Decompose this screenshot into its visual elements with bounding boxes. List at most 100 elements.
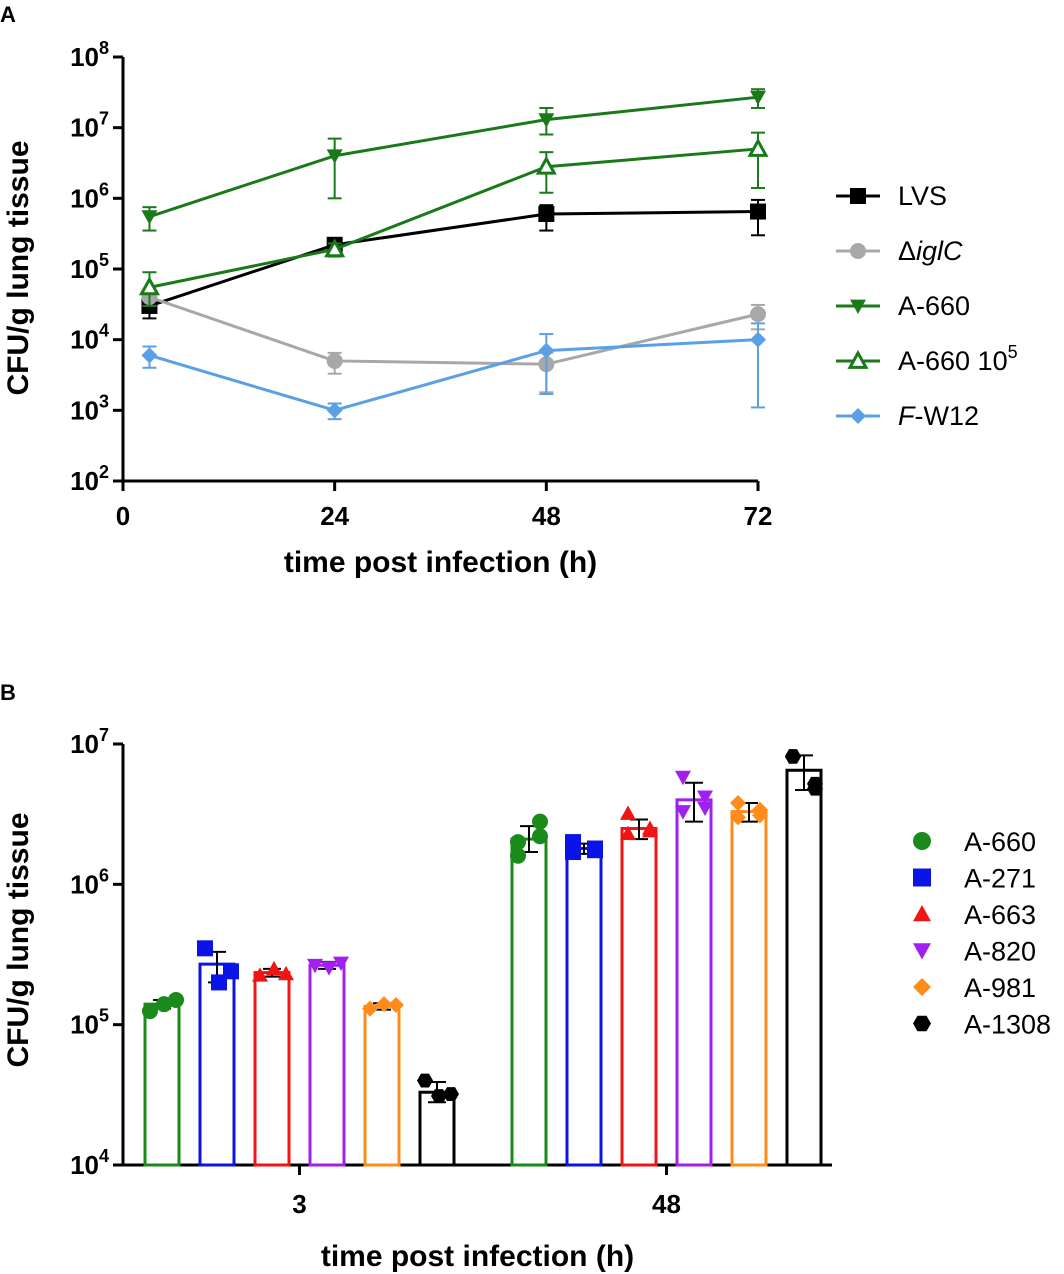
data-point <box>750 90 766 106</box>
y-tick-label-exponent: 7 <box>99 725 109 745</box>
bar <box>363 1004 401 1167</box>
y-tick-label-base: 10 <box>70 1150 99 1180</box>
data-point <box>156 996 172 1013</box>
x-tick-label: 48 <box>652 1189 681 1219</box>
y-tick-label: 107 <box>70 725 109 759</box>
series-A-271 <box>197 834 603 1167</box>
y-tick-label-exponent: 3 <box>99 391 109 411</box>
legend-label: A-663 <box>964 900 1036 930</box>
data-point <box>266 960 282 976</box>
series-LVS <box>141 198 766 320</box>
data-point <box>278 965 294 981</box>
data-point <box>510 834 526 851</box>
x-tick-label: 3 <box>292 1189 306 1219</box>
y-tick-label-base: 10 <box>70 466 99 496</box>
legend-label: A-271 <box>964 864 1036 894</box>
y-tick-label-base: 10 <box>70 869 99 899</box>
series-line <box>148 95 759 219</box>
legend-marker <box>913 1015 931 1032</box>
x-tick-label: 48 <box>532 501 561 531</box>
data-point <box>730 809 746 826</box>
legend-marker <box>913 978 931 996</box>
error-bar <box>327 137 342 200</box>
y-tick-label: 106 <box>70 865 109 899</box>
y-tick-label-exponent: 8 <box>99 38 109 58</box>
y-tick-label-base: 10 <box>70 254 99 284</box>
legend-label: A-660 105 <box>898 342 1018 376</box>
y-tick-label: 106 <box>70 179 109 213</box>
data-point <box>510 847 526 864</box>
data-point <box>750 306 766 323</box>
y-tick-label-base: 10 <box>70 729 99 759</box>
data-point <box>388 997 404 1014</box>
panel-label-a: A <box>0 2 16 27</box>
bar <box>253 971 291 1167</box>
bar <box>730 810 768 1167</box>
series-F-W12 <box>141 322 766 421</box>
panel-label-b: B <box>0 680 16 705</box>
data-point <box>333 956 349 972</box>
data-point <box>620 805 636 820</box>
legend-label: A-660 <box>964 827 1036 857</box>
y-tick-label: 108 <box>70 38 109 72</box>
legend-label: A-820 <box>964 937 1036 967</box>
x-axis-title: time post infection (h) <box>321 1240 634 1273</box>
data-point <box>532 828 548 845</box>
data-point <box>138 276 161 296</box>
legend-label-part: A-660 <box>898 291 970 321</box>
legend-item: A-663 <box>913 900 1036 930</box>
legend-marker <box>850 408 866 424</box>
y-tick-label-base: 10 <box>70 395 99 425</box>
y-tick-label-exponent: 5 <box>99 250 109 270</box>
bar <box>675 798 713 1167</box>
legend-label-part: Δ <box>898 236 916 266</box>
y-tick-label: 103 <box>70 391 109 425</box>
legend-marker <box>913 832 931 850</box>
x-tick-label: 0 <box>116 501 130 531</box>
legend-marker <box>847 349 869 369</box>
data-point <box>252 967 268 982</box>
data-point <box>168 991 184 1008</box>
data-point <box>697 790 713 805</box>
data-point <box>324 238 346 258</box>
data-point <box>565 843 581 860</box>
y-tick-label-exponent: 5 <box>99 1006 109 1026</box>
data-point <box>417 1073 433 1088</box>
data-point <box>675 770 691 786</box>
data-point <box>326 149 343 164</box>
data-point <box>532 813 548 830</box>
legend-marker <box>850 243 866 259</box>
y-tick-label-base: 10 <box>70 42 99 72</box>
data-point <box>697 801 713 816</box>
data-point <box>538 342 555 359</box>
series-line <box>148 210 759 308</box>
legend-label: ΔiglC <box>898 236 963 266</box>
data-point <box>750 331 766 348</box>
data-point <box>538 206 555 223</box>
legend-item: A-271 <box>913 864 1036 894</box>
data-point <box>141 347 158 364</box>
y-tick-label-exponent: 2 <box>99 462 109 482</box>
y-axis-title: CFU/g lung tissue <box>2 813 35 1068</box>
legend-item: A-660 105 <box>836 342 1018 376</box>
bar <box>510 837 548 1167</box>
data-point <box>807 776 823 791</box>
data-point <box>747 137 769 157</box>
series-A-660 10^5 <box>138 131 769 307</box>
legend-label-part: LVS <box>898 181 947 211</box>
legend-marker <box>913 943 931 960</box>
series-A-1308 <box>417 749 823 1167</box>
x-tick-label: 24 <box>320 501 349 531</box>
series-A-660 <box>141 88 766 232</box>
y-tick-label-base: 10 <box>70 183 99 213</box>
data-point <box>223 963 239 980</box>
series-line <box>149 147 759 289</box>
legend-label-part: F <box>898 401 916 431</box>
data-point <box>785 749 801 764</box>
bar <box>198 962 236 1167</box>
error-bar <box>685 781 703 823</box>
bar <box>308 963 346 1167</box>
data-point <box>141 210 158 225</box>
